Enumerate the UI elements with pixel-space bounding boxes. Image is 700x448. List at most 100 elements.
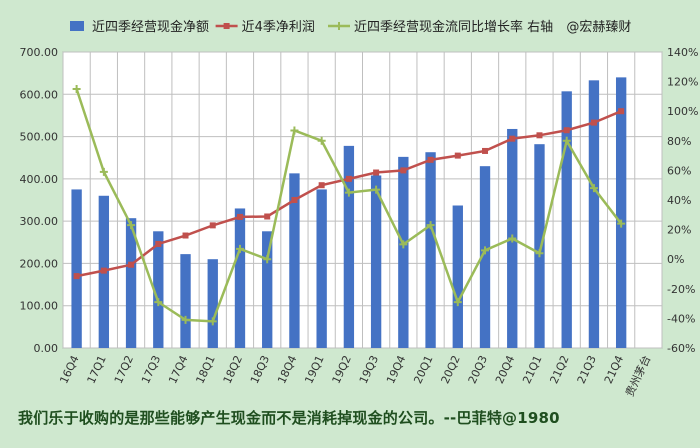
x-tick-label: 18Q3 — [248, 353, 272, 385]
line-marker-cross — [617, 219, 626, 228]
y-left-tick-label: 500.00 — [20, 131, 59, 144]
line-marker-cross — [127, 221, 136, 230]
y-right-tick-label: 120% — [667, 76, 698, 89]
x-tick-label: 17Q2 — [112, 353, 136, 385]
line-marker-cross — [290, 126, 299, 135]
line-marker-square — [291, 197, 298, 203]
x-tick-label: 20Q1 — [411, 353, 435, 385]
bar — [125, 218, 137, 348]
line-marker-square — [182, 232, 189, 239]
legend-marker — [223, 23, 230, 29]
line-marker-square — [536, 132, 543, 139]
y-left-tick-label: 100.00 — [20, 300, 59, 313]
line-marker-square — [509, 135, 516, 142]
x-tick-label: 19Q2 — [330, 353, 354, 385]
y-left-tick-label: 0.00 — [34, 342, 59, 355]
x-tick-label: 19Q4 — [384, 353, 408, 385]
y-right-tick-label: 100% — [667, 105, 698, 118]
bar — [71, 189, 82, 348]
x-tick-label: 17Q3 — [139, 353, 163, 385]
x-tick-label: 17Q1 — [85, 353, 109, 385]
x-tick-label: 21Q4 — [602, 353, 626, 385]
line-marker-cross — [181, 315, 190, 324]
x-tick-label: 18Q1 — [193, 353, 217, 385]
y-right-tick-label: 80% — [667, 135, 691, 148]
bar — [262, 231, 273, 348]
y-right-tick-label: 40% — [667, 194, 691, 207]
bar — [289, 173, 300, 348]
x-tick-label: 贵州茅台 — [622, 353, 653, 399]
y-left-tick-label: 300.00 — [20, 215, 59, 228]
line-marker-cross — [72, 85, 81, 93]
bar — [343, 145, 355, 348]
y-left-tick-label: 700.00 — [20, 46, 59, 59]
footer-quote: 我们乐于收购的是那些能够产生现金而不是消耗掉现金的公司。--巴菲特@1980 — [18, 409, 560, 427]
line-marker-cross — [535, 249, 544, 258]
x-tick-label: 21Q1 — [520, 353, 544, 385]
x-tick-label: 18Q2 — [221, 353, 245, 385]
legend-marker — [335, 22, 343, 30]
x-tick-label: 20Q4 — [493, 353, 517, 385]
bar — [534, 144, 545, 348]
bar — [561, 91, 572, 348]
line-marker-cross — [453, 298, 462, 307]
line-marker-square — [264, 213, 271, 220]
y-right-tick-label: -60% — [667, 342, 695, 355]
bar — [316, 189, 327, 348]
bar — [615, 77, 627, 348]
y-right-tick-label: 20% — [667, 224, 691, 237]
line-marker-square — [400, 167, 407, 174]
bar — [370, 175, 382, 348]
line-marker-square — [318, 182, 325, 189]
line-marker-cross — [372, 185, 381, 194]
line-marker-cross — [235, 244, 244, 253]
x-tick-label: 20Q2 — [439, 353, 463, 385]
legend-label: 近四季经营现金流同比增长率 右轴 — [354, 19, 553, 35]
bar — [207, 259, 218, 348]
bar — [234, 208, 246, 348]
line-marker-cross — [263, 255, 272, 264]
bar — [425, 152, 436, 348]
legend-label: 近4季净利润 — [242, 20, 315, 35]
line-marker-cross — [99, 167, 108, 176]
bar — [588, 80, 600, 349]
line-marker-cross — [481, 246, 490, 255]
line-marker-cross — [426, 221, 435, 230]
line-marker-square — [236, 213, 243, 220]
line-marker-square — [100, 267, 107, 274]
x-tick-label: 19Q1 — [302, 353, 326, 385]
line-marker-square — [155, 240, 162, 247]
x-tick-label: 21Q3 — [575, 353, 599, 385]
y-left-tick-label: 600.00 — [20, 88, 59, 101]
y-left-tick-label: 200.00 — [20, 257, 59, 270]
x-tick-label: 17Q4 — [166, 353, 190, 385]
legend-label: 近四季经营现金净额 — [92, 19, 209, 35]
y-right-tick-label: 60% — [667, 164, 691, 177]
line-marker-square — [427, 156, 434, 163]
line-marker-square — [618, 108, 625, 115]
y-left-tick-label: 400.00 — [20, 173, 59, 186]
line-marker-cross — [154, 298, 163, 307]
bar — [452, 205, 463, 348]
x-tick-label: 16Q4 — [57, 353, 81, 385]
line-marker-cross — [589, 184, 598, 193]
line-marker-square — [73, 273, 80, 280]
legend-swatch-bar — [70, 21, 84, 31]
y-right-tick-label: 140% — [667, 46, 698, 59]
line-marker-cross — [562, 136, 571, 145]
x-tick-label: 20Q3 — [466, 353, 490, 385]
line-marker-cross — [317, 136, 326, 145]
x-tick-label: 18Q4 — [275, 353, 299, 385]
line-marker-square — [345, 175, 352, 182]
legend-watermark: @宏赫臻财 — [566, 20, 631, 35]
x-tick-label: 21Q2 — [547, 353, 571, 385]
y-right-tick-label: -40% — [667, 312, 695, 325]
x-tick-label: 19Q3 — [357, 353, 381, 385]
line-marker-square — [590, 119, 597, 126]
line-marker-cross — [508, 234, 517, 243]
line-marker-square — [209, 222, 216, 229]
line-marker-cross — [344, 188, 353, 197]
y-right-tick-label: -20% — [667, 283, 695, 296]
